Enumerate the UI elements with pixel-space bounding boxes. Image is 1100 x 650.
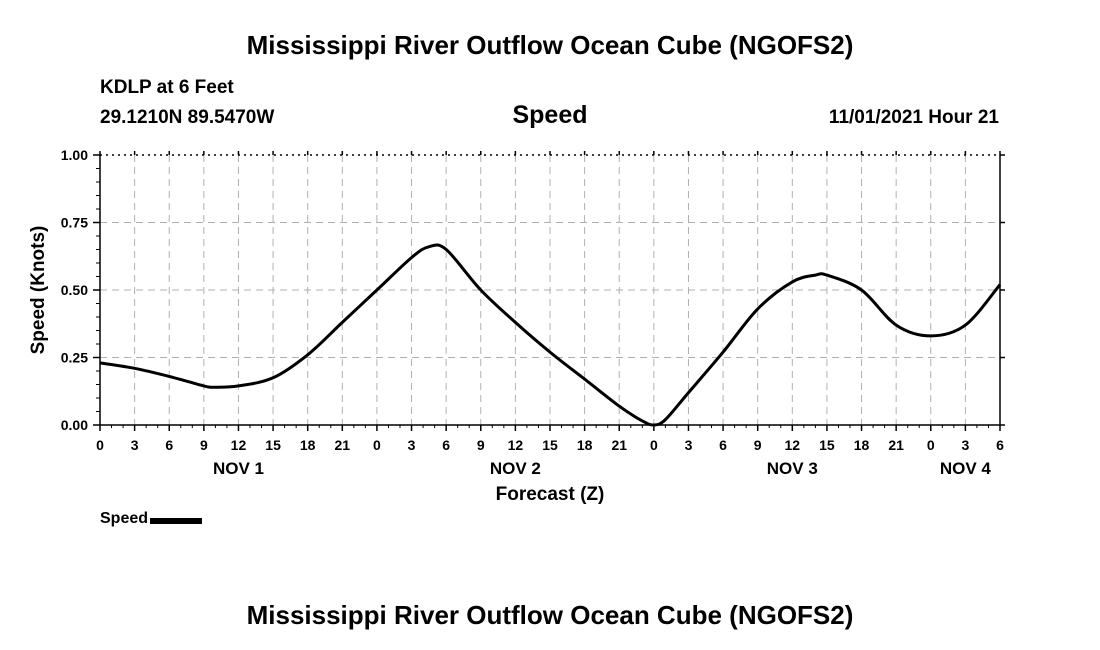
series-layer bbox=[99, 243, 1002, 427]
y-tick-label-3: 0.75 bbox=[61, 215, 88, 231]
station-label: KDLP at 6 Feet bbox=[100, 77, 234, 98]
y-tick-label-4: 1.00 bbox=[61, 147, 88, 163]
grid-lines bbox=[100, 155, 1000, 425]
x-tick-label-5: 15 bbox=[265, 437, 281, 453]
day-label-3: NOV 4 bbox=[940, 459, 992, 478]
legend: Speed bbox=[100, 510, 203, 528]
forecast-datetime: 11/01/2021 Hour 21 bbox=[828, 107, 999, 128]
chart-variable-title: Speed bbox=[512, 101, 588, 129]
day-label-0: NOV 1 bbox=[213, 459, 264, 478]
x-tick-label-20: 12 bbox=[785, 437, 801, 453]
day-label-1: NOV 2 bbox=[490, 459, 541, 478]
legend-swatch-speed bbox=[150, 517, 203, 524]
x-tick-label-10: 6 bbox=[442, 437, 450, 453]
x-tick-label-7: 21 bbox=[335, 437, 351, 453]
x-tick-label-0: 0 bbox=[96, 437, 104, 453]
y-tick-label-1: 0.25 bbox=[61, 350, 88, 366]
legend-label: Speed bbox=[100, 510, 149, 527]
x-tick-label-12: 12 bbox=[508, 437, 524, 453]
tick-labels: 0 3 6 9 12 15 18 21 0 3 6 9 12 15 18 21 0 3 6 9 12 15 18 21 0 3 6N… bbox=[61, 147, 1004, 478]
x-tick-label-1: 3 bbox=[131, 437, 139, 453]
x-tick-label-18: 6 bbox=[719, 437, 727, 453]
x-tick-label-6: 18 bbox=[300, 437, 316, 453]
x-tick-label-2: 6 bbox=[165, 437, 173, 453]
series-line-speed bbox=[99, 243, 1002, 427]
y-tick-label-0: 0.00 bbox=[61, 417, 88, 433]
day-label-2: NOV 3 bbox=[767, 459, 818, 478]
x-tick-label-26: 6 bbox=[996, 437, 1004, 453]
x-tick-label-8: 0 bbox=[373, 437, 381, 453]
x-tick-label-22: 18 bbox=[854, 437, 870, 453]
station-coordinates: 29.1210N 89.5470W bbox=[100, 107, 275, 128]
x-tick-label-4: 12 bbox=[231, 437, 247, 453]
footer-title: Mississippi River Outflow Ocean Cube (NG… bbox=[246, 600, 854, 630]
x-tick-label-21: 15 bbox=[819, 437, 835, 453]
x-tick-label-17: 3 bbox=[685, 437, 693, 453]
x-tick-label-11: 9 bbox=[477, 437, 485, 453]
x-tick-label-9: 3 bbox=[408, 437, 416, 453]
x-tick-label-23: 21 bbox=[888, 437, 904, 453]
x-tick-label-25: 3 bbox=[961, 437, 969, 453]
y-tick-label-2: 0.50 bbox=[61, 282, 88, 298]
x-tick-label-16: 0 bbox=[650, 437, 658, 453]
x-tick-label-13: 15 bbox=[542, 437, 558, 453]
x-axis-label: Forecast (Z) bbox=[496, 484, 605, 505]
x-tick-label-3: 9 bbox=[200, 437, 208, 453]
x-tick-label-15: 21 bbox=[611, 437, 627, 453]
x-tick-label-19: 9 bbox=[754, 437, 762, 453]
x-tick-label-14: 18 bbox=[577, 437, 593, 453]
x-tick-label-24: 0 bbox=[927, 437, 935, 453]
plot-axes bbox=[93, 151, 1005, 431]
y-axis-label: Speed (Knots) bbox=[28, 226, 49, 355]
chart-main-title: Mississippi River Outflow Ocean Cube (NG… bbox=[246, 30, 854, 60]
